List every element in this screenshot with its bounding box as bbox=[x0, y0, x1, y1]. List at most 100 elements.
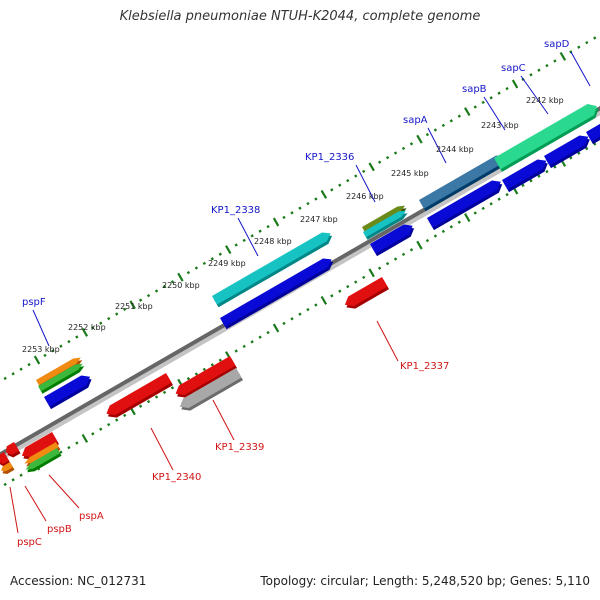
feature-labels: sapD sapC sapB sapA KP1_2336 KP1_2338 pspF KP1_… bbox=[17, 39, 570, 548]
reverse-tick-mark bbox=[298, 312, 302, 316]
feature-label-KP1_2339[interactable]: KP1_2339 bbox=[215, 442, 264, 453]
forward-tick-mark bbox=[425, 132, 430, 137]
reverse-tick-mark bbox=[67, 445, 71, 450]
tick-labels: 2242 kbp 2243 kbp 2244 kbp 2245 kbp 2246 kbp… bbox=[22, 96, 564, 354]
feature-label-sapA[interactable]: sapA bbox=[403, 115, 428, 126]
forward-tick-mark bbox=[3, 376, 7, 381]
forward-tick-mark bbox=[585, 40, 589, 45]
reverse-tick-mark bbox=[306, 307, 310, 312]
kbp-tick-label: 2243 kbp bbox=[481, 121, 519, 130]
reverse-tick-mark bbox=[154, 395, 159, 399]
feature-label-pspC[interactable]: pspC bbox=[17, 537, 42, 548]
cds-arrow-KP1_2337 bbox=[344, 277, 388, 307]
cds-arrow-KP1_2339-b bbox=[179, 368, 242, 409]
forward-tick-mark bbox=[481, 100, 485, 105]
reverse-tick-mark bbox=[368, 268, 375, 278]
kbp-tick-label: 2246 kbp bbox=[346, 192, 384, 201]
reverse-tick-mark bbox=[320, 295, 328, 305]
reverse-tick-mark bbox=[210, 363, 214, 367]
cds-arrow-sapC bbox=[544, 135, 589, 166]
forward-tick-mark bbox=[115, 312, 119, 316]
reverse-tick-mark bbox=[258, 335, 262, 339]
cds-bar-KP1_2336-b bbox=[363, 210, 407, 238]
reverse-tick-mark bbox=[11, 478, 15, 482]
forward-tick-mark bbox=[290, 211, 294, 215]
forward-tick-mark bbox=[59, 344, 63, 348]
cds-arrow-sapB bbox=[502, 159, 547, 190]
reverse-tick-mark bbox=[170, 386, 175, 390]
cds-arrow-KP1_2338 bbox=[220, 258, 332, 327]
leader-line bbox=[150, 427, 174, 471]
feature-label-sapB[interactable]: sapB bbox=[462, 84, 487, 95]
forward-tick-mark bbox=[27, 362, 31, 367]
reverse-tick-mark bbox=[202, 367, 206, 372]
forward-tick-mark bbox=[266, 224, 270, 229]
feature-label-sapD[interactable]: sapD bbox=[544, 39, 570, 50]
cds-bar-sapBCD-rna bbox=[494, 104, 597, 170]
reverse-tick-mark bbox=[242, 344, 246, 349]
reverse-tick-mark bbox=[416, 240, 423, 250]
reverse-tick-mark bbox=[19, 473, 23, 477]
forward-tick-mark bbox=[225, 245, 232, 255]
forward-tick-mark bbox=[489, 96, 493, 100]
feature-label-KP1_2337[interactable]: KP1_2337 bbox=[400, 361, 449, 372]
kbp-tick-label: 2245 kbp bbox=[391, 169, 429, 178]
reverse-tick-mark bbox=[393, 257, 398, 261]
forward-tick-mark bbox=[346, 178, 350, 183]
reverse-tick-mark bbox=[433, 234, 438, 238]
reverse-tick-mark bbox=[505, 192, 509, 197]
forward-tick-mark bbox=[177, 272, 184, 282]
forward-tick-mark bbox=[107, 316, 111, 321]
leader-line bbox=[24, 485, 47, 522]
reverse-tick-mark bbox=[569, 156, 573, 160]
reverse-tick-mark bbox=[290, 317, 294, 321]
reverse-tick-mark bbox=[330, 294, 334, 298]
feature-label-pspF[interactable]: pspF bbox=[22, 297, 46, 308]
reverse-tick-mark bbox=[449, 225, 453, 229]
forward-tick-mark bbox=[194, 266, 199, 270]
feature-label-KP1_2336[interactable]: KP1_2336 bbox=[305, 152, 354, 163]
feature-label-KP1_2340[interactable]: KP1_2340 bbox=[152, 472, 201, 483]
cds-arrow-KP1_2336 bbox=[370, 224, 413, 254]
forward-tick-mark bbox=[19, 367, 23, 371]
reverse-tick-mark bbox=[107, 422, 111, 427]
cds-arrow-pspC bbox=[0, 452, 9, 465]
forward-tick-mark bbox=[67, 339, 71, 344]
feature-label-pspB[interactable]: pspB bbox=[47, 524, 72, 535]
leader-line bbox=[237, 217, 259, 257]
forward-tick-mark bbox=[91, 326, 95, 330]
map-title: Klebsiella pneumoniae NTUH-K2044, comple… bbox=[119, 9, 481, 24]
forward-tick-mark bbox=[250, 234, 254, 238]
forward-tick-mark bbox=[464, 107, 471, 117]
feature-label-sapC[interactable]: sapC bbox=[501, 63, 526, 74]
forward-tick-mark bbox=[99, 321, 103, 325]
forward-tick-mark bbox=[258, 229, 262, 233]
leader-line bbox=[48, 474, 80, 509]
reverse-tick-mark bbox=[362, 275, 366, 280]
cds-arrow-sapD bbox=[586, 123, 600, 142]
reverse-tick-mark bbox=[3, 482, 7, 487]
kbp-tick-label: 2253 kbp bbox=[22, 345, 60, 354]
forward-tick-mark bbox=[505, 86, 509, 91]
leader-line bbox=[376, 320, 399, 362]
forward-tick-mark bbox=[170, 280, 175, 284]
cds-arrow-sapA bbox=[427, 180, 501, 228]
kbp-tick-label: 2247 kbp bbox=[300, 215, 338, 224]
feature-label-pspA[interactable]: pspA bbox=[79, 511, 104, 522]
reverse-tick-mark bbox=[545, 169, 549, 174]
kbp-tick-label: 2250 kbp bbox=[162, 281, 200, 290]
reverse-tick-mark bbox=[553, 165, 557, 169]
reverse-tick-mark bbox=[81, 433, 89, 443]
feature-label-KP1_2338[interactable]: KP1_2338 bbox=[211, 205, 260, 216]
leader-line bbox=[570, 51, 591, 87]
reverse-tick-mark bbox=[91, 432, 95, 436]
forward-tick-mark bbox=[306, 201, 310, 206]
forward-tick-mark bbox=[186, 270, 191, 275]
reverse-tick-mark bbox=[537, 174, 541, 178]
forward-tick-mark bbox=[362, 169, 366, 174]
feature-arrows bbox=[0, 104, 600, 474]
forward-tick-mark bbox=[162, 284, 167, 289]
forward-tick-mark bbox=[75, 335, 79, 339]
kbp-tick-label: 2251 kbp bbox=[115, 302, 153, 311]
